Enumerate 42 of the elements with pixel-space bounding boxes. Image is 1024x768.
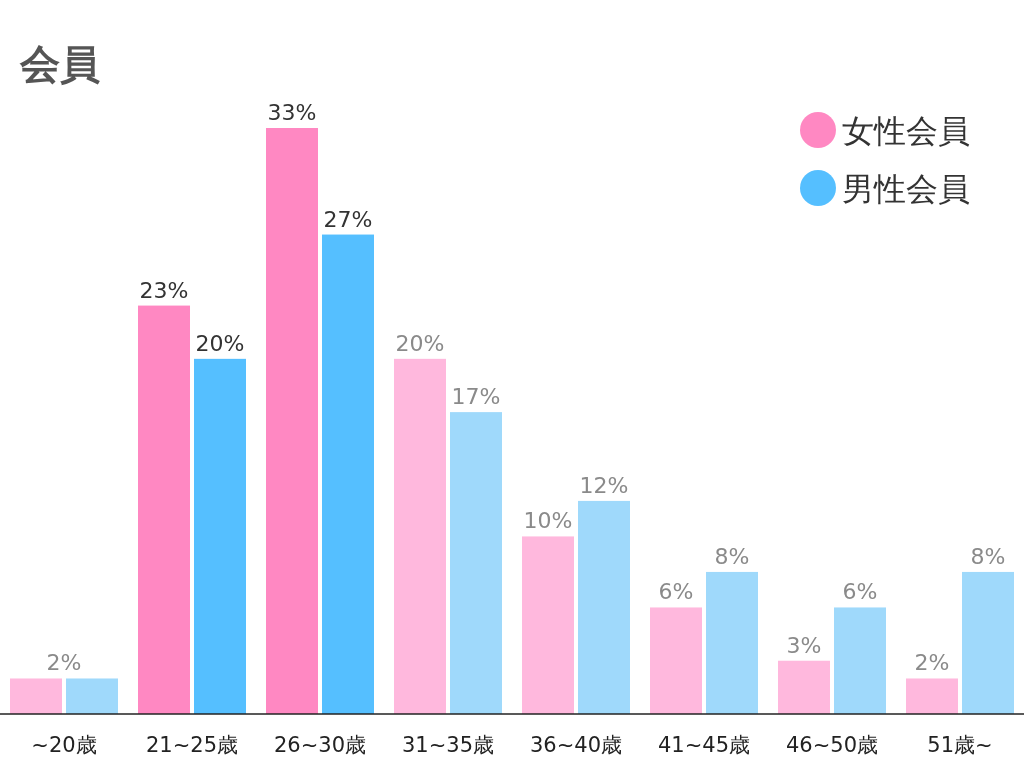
x-tick-label: 41~45歳	[657, 733, 751, 757]
x-tick-label: ~20歳	[31, 733, 97, 757]
annotation: 2%	[46, 650, 82, 676]
x-tick-label: 26~30歳	[273, 733, 367, 757]
data-label: 12%	[579, 472, 629, 498]
x-tick-label: 46~50歳	[785, 733, 879, 757]
data-label: 20%	[195, 330, 245, 356]
bar	[66, 678, 118, 714]
bar	[138, 305, 190, 714]
x-tick-label: 21~25歳	[145, 733, 239, 757]
data-label: 23%	[139, 277, 189, 303]
bar	[962, 571, 1014, 714]
bar	[450, 412, 502, 714]
legend-label: 女性会員	[842, 112, 970, 150]
bar	[322, 234, 374, 714]
bar	[394, 358, 446, 714]
bar	[578, 500, 630, 714]
data-label: 8%	[970, 543, 1006, 569]
bar	[706, 571, 758, 714]
bar	[834, 607, 886, 714]
data-label: 33%	[267, 100, 317, 125]
bar	[194, 358, 246, 714]
data-label: 3%	[786, 632, 822, 658]
data-label: 6%	[842, 579, 878, 605]
data-label: 10%	[523, 508, 573, 534]
bar	[906, 678, 958, 714]
bar	[10, 678, 62, 714]
bar	[266, 128, 318, 714]
data-label: 20%	[395, 330, 445, 356]
bar	[650, 607, 702, 714]
data-label: 17%	[451, 384, 501, 410]
x-tick-label: 31~35歳	[401, 733, 495, 757]
x-tick-label: 51歳~	[927, 733, 993, 757]
data-label: 8%	[714, 543, 750, 569]
bar	[522, 536, 574, 714]
bar	[778, 660, 830, 714]
data-label: 6%	[658, 579, 694, 605]
x-tick-label: 36~40歳	[529, 733, 623, 757]
chart-title: 会員	[19, 41, 100, 87]
data-label: 27%	[323, 206, 373, 232]
legend-label: 男性会員	[842, 170, 970, 208]
data-label: 2%	[914, 650, 950, 676]
